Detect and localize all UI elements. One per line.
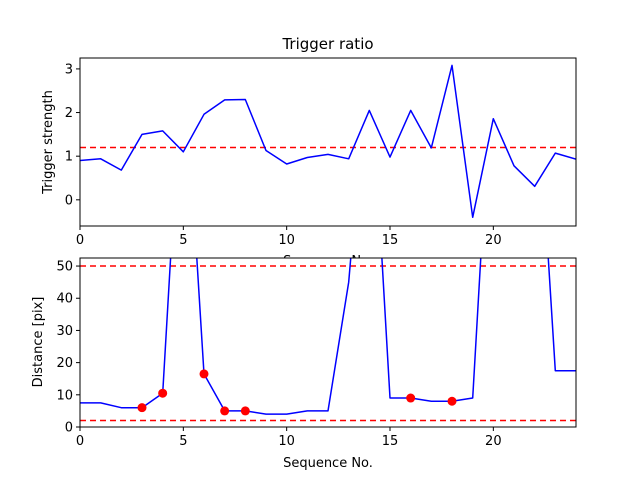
top-y-axis-label: Trigger strength: [41, 90, 56, 195]
data-point-marker: [199, 369, 209, 379]
distance-chart: 0 5 10 15 20 0 10 20 30 40 50 Sequence No. Distan…: [31, 257, 577, 471]
x-tick-label: 0: [76, 434, 84, 449]
data-point-marker: [447, 396, 457, 406]
x-tick-label: 20: [485, 434, 502, 449]
y-tick-label: 10: [56, 388, 73, 403]
y-tick-label: 0: [65, 193, 73, 208]
y-tick-label: 3: [65, 62, 73, 77]
x-tick-label: 0: [76, 233, 84, 248]
x-tick-label: 5: [179, 233, 187, 248]
data-point-marker: [240, 406, 250, 416]
x-tick-label: 10: [278, 233, 295, 248]
data-point-marker: [137, 403, 147, 413]
x-tick-label: 15: [382, 233, 399, 248]
x-tick-label: 20: [485, 233, 502, 248]
data-point-marker: [406, 393, 416, 403]
y-tick-label: 20: [56, 356, 73, 371]
y-tick-label: 50: [56, 260, 73, 275]
bottom-x-axis-label: Sequence No.: [283, 456, 373, 471]
top-plot-frame: [79, 57, 577, 227]
x-tick-label: 5: [179, 434, 187, 449]
x-tick-label: 10: [278, 434, 295, 449]
x-tick-label: 15: [382, 434, 399, 449]
y-tick-label: 1: [65, 150, 73, 165]
data-point-marker: [220, 406, 230, 416]
y-tick-label: 2: [65, 106, 73, 121]
bottom-y-axis-label: Distance [pix]: [31, 297, 46, 388]
data-point-marker: [158, 388, 168, 398]
y-tick-label: 0: [65, 421, 73, 436]
y-tick-label: 30: [56, 324, 73, 339]
chart-title: Trigger ratio: [281, 35, 373, 53]
y-tick-label: 40: [56, 292, 73, 307]
bottom-plot-background: [80, 258, 576, 427]
bottom-plot-frame: [79, 257, 577, 428]
series-line: [80, 64, 576, 219]
